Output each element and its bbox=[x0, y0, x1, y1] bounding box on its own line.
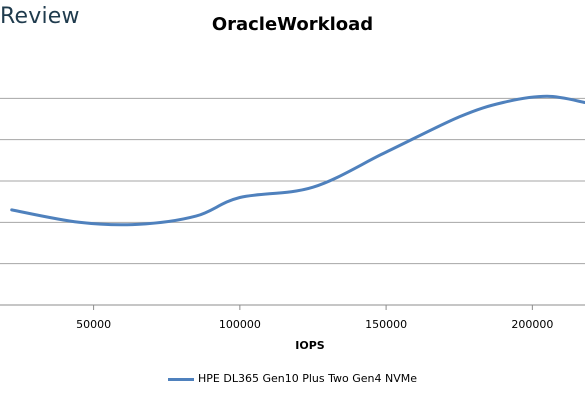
x-tick-labels: 50000 100000 150000 200000 bbox=[76, 305, 553, 331]
x-tick-label: 50000 bbox=[76, 318, 111, 331]
chart-title: OracleWorkload bbox=[211, 14, 374, 35]
series-lines bbox=[10, 94, 585, 227]
x-tick-label: 100000 bbox=[219, 318, 261, 331]
legend-label: HPE DL365 Gen10 Plus Two Gen4 NVMe bbox=[198, 372, 417, 385]
grid-lines bbox=[0, 97, 585, 306]
x-axis-title: IOPS bbox=[295, 339, 325, 352]
legend: HPE DL365 Gen10 Plus Two Gen4 NVMe bbox=[0, 372, 585, 385]
series-line bbox=[10, 94, 585, 227]
x-tick-label: 200000 bbox=[511, 318, 553, 331]
x-tick-label: 150000 bbox=[365, 318, 407, 331]
brand-logo: Review bbox=[0, 4, 80, 29]
legend-swatch bbox=[168, 377, 194, 381]
